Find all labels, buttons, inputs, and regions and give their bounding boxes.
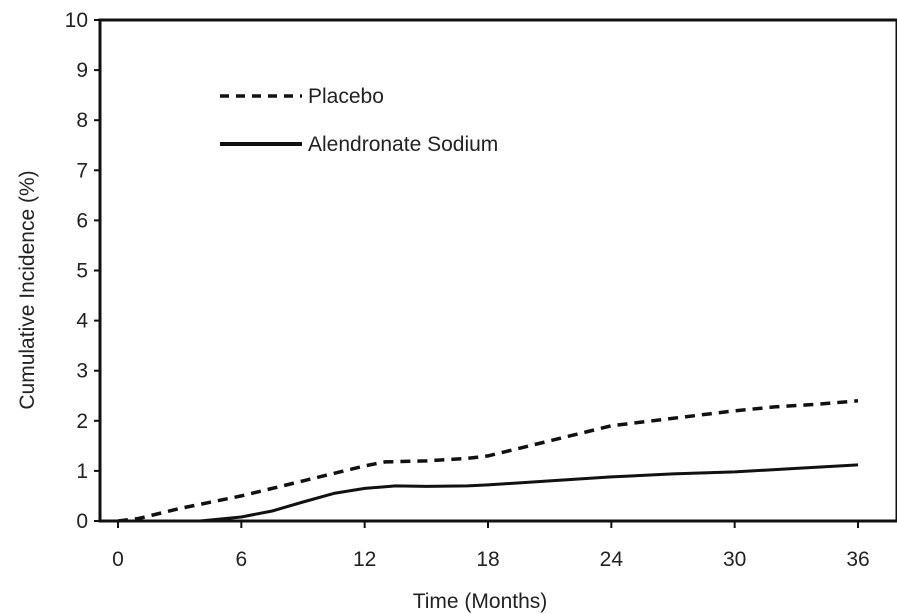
plot-frame [98,18,897,523]
legend-label: Placebo [308,85,384,108]
x-tick-label: 30 [723,548,746,571]
y-tick-label: 8 [76,109,88,132]
y-axis-title: Cumulative Incidence (%) [16,170,39,409]
x-tick-label: 6 [235,548,247,571]
y-tick-label: 0 [76,510,88,533]
x-tick-label: 12 [353,548,376,571]
y-tick-label: 7 [76,159,88,182]
x-tick-label: 24 [600,548,624,571]
alendronate-sodium-series-line [118,463,859,523]
y-tick-label: 2 [76,410,88,433]
legend: Placebo Alendronate Sodium [220,85,498,156]
legend-label: Alendronate Sodium [308,133,498,156]
placebo-series-line [117,399,859,523]
y-tick-label: 3 [76,360,88,383]
y-tick-label: 1 [76,460,88,483]
x-axis-title: Time (Months) [413,590,548,613]
y-tick-label: 6 [76,209,88,232]
y-tick-label: 10 [65,9,88,32]
x-tick-label: 0 [112,548,124,571]
x-tick-label: 18 [476,548,499,571]
x-tick-label: 36 [846,548,869,571]
y-tick-label: 5 [76,260,88,283]
y-tick-label: 9 [76,59,88,82]
series-layer [117,399,859,523]
y-tick-label: 4 [76,310,88,333]
